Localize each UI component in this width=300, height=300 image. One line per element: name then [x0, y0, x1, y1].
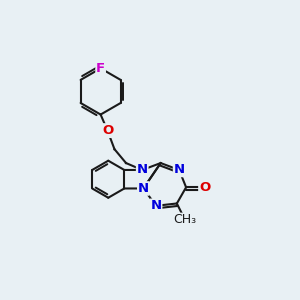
Text: O: O — [199, 181, 210, 194]
Text: N: N — [174, 164, 185, 176]
Text: F: F — [96, 62, 105, 75]
Text: N: N — [151, 199, 162, 212]
Text: CH₃: CH₃ — [173, 213, 196, 226]
Text: O: O — [102, 124, 113, 137]
Text: O: O — [102, 124, 113, 137]
Text: N: N — [138, 182, 149, 195]
Text: N: N — [136, 164, 148, 176]
